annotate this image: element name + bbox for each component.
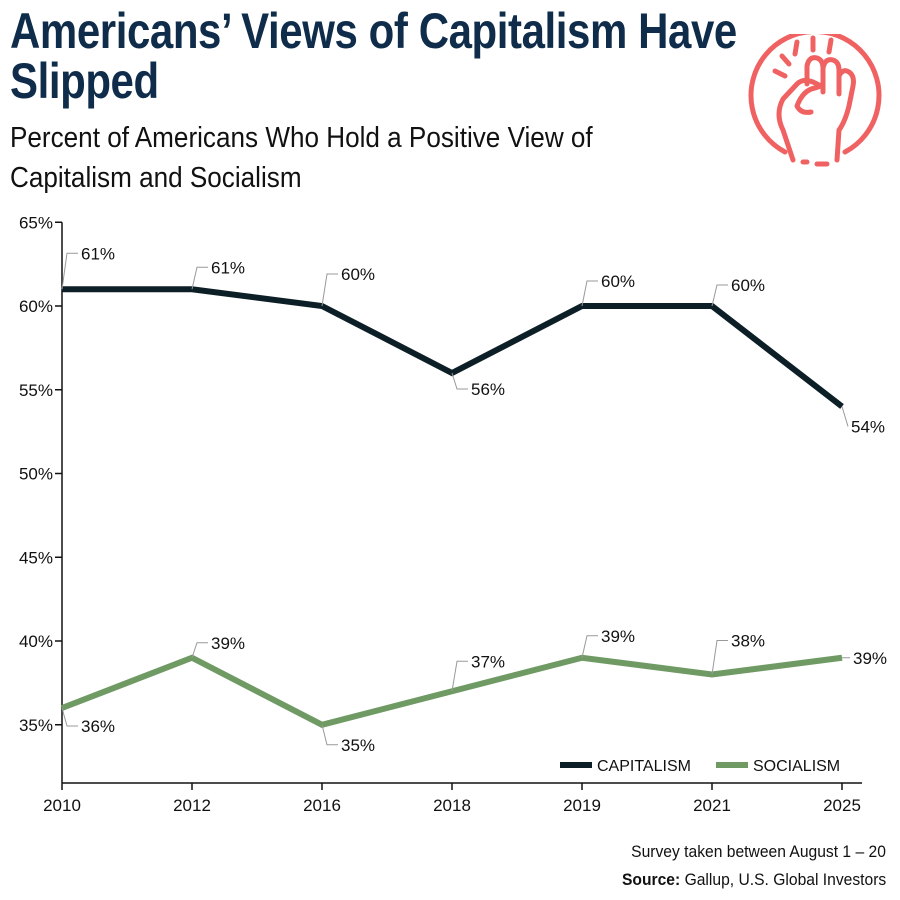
data-label: 35% bbox=[341, 736, 375, 755]
data-label: 38% bbox=[731, 632, 765, 651]
leader-line bbox=[191, 266, 208, 290]
data-label: 54% bbox=[851, 418, 885, 437]
series-line-capitalism bbox=[62, 286, 844, 409]
legend-label: CAPITALISM bbox=[597, 758, 691, 775]
leader-line bbox=[841, 406, 849, 427]
leader-line bbox=[451, 372, 468, 390]
y-tick-label: 40% bbox=[19, 632, 53, 651]
leader-line bbox=[321, 724, 338, 746]
x-tick-label: 2021 bbox=[693, 796, 731, 815]
x-tick-label: 2016 bbox=[303, 796, 341, 815]
x-tick-label: 2010 bbox=[43, 796, 81, 815]
y-tick-label: 35% bbox=[19, 716, 53, 735]
legend-label: SOCIALISM bbox=[753, 758, 840, 775]
y-tick-label: 55% bbox=[19, 381, 53, 400]
data-label: 60% bbox=[341, 265, 375, 284]
chart-title: Americans’ Views of Capitalism Have Slip… bbox=[10, 3, 737, 109]
y-tick-label: 65% bbox=[19, 213, 53, 232]
data-label: 56% bbox=[471, 380, 505, 399]
leader-line bbox=[581, 280, 598, 307]
leader-line bbox=[321, 273, 338, 307]
source-line: Source: Gallup, U.S. Global Investors bbox=[622, 870, 886, 890]
data-label: 39% bbox=[853, 649, 887, 668]
leader-line bbox=[451, 660, 468, 692]
data-label: 61% bbox=[211, 258, 245, 277]
y-tick-label: 45% bbox=[19, 548, 53, 567]
x-tick-label: 2012 bbox=[173, 796, 211, 815]
leader-line bbox=[61, 252, 78, 290]
y-tick-label: 60% bbox=[19, 297, 53, 316]
leader-line bbox=[711, 640, 728, 675]
source-label: Source: bbox=[621, 870, 680, 889]
leader-line bbox=[581, 635, 598, 658]
x-tick-label: 2025 bbox=[823, 796, 861, 815]
data-label: 37% bbox=[471, 652, 505, 671]
leader-line bbox=[61, 707, 78, 727]
data-label: 36% bbox=[81, 717, 115, 736]
data-label: 60% bbox=[731, 276, 765, 295]
chart-subtitle: Percent of Americans Who Hold a Positive… bbox=[10, 122, 593, 194]
x-tick-label: 2018 bbox=[433, 796, 471, 815]
y-tick-label: 50% bbox=[19, 465, 53, 484]
data-label: 61% bbox=[81, 244, 115, 263]
survey-note: Survey taken between August 1 – 20 bbox=[631, 842, 886, 861]
data-label: 39% bbox=[211, 634, 245, 653]
source-text: Gallup, U.S. Global Investors bbox=[684, 870, 886, 889]
leader-line bbox=[711, 284, 728, 307]
data-label: 60% bbox=[601, 272, 635, 291]
x-tick-label: 2019 bbox=[563, 796, 601, 815]
data-label: 39% bbox=[601, 627, 635, 646]
leader-line bbox=[191, 642, 208, 658]
